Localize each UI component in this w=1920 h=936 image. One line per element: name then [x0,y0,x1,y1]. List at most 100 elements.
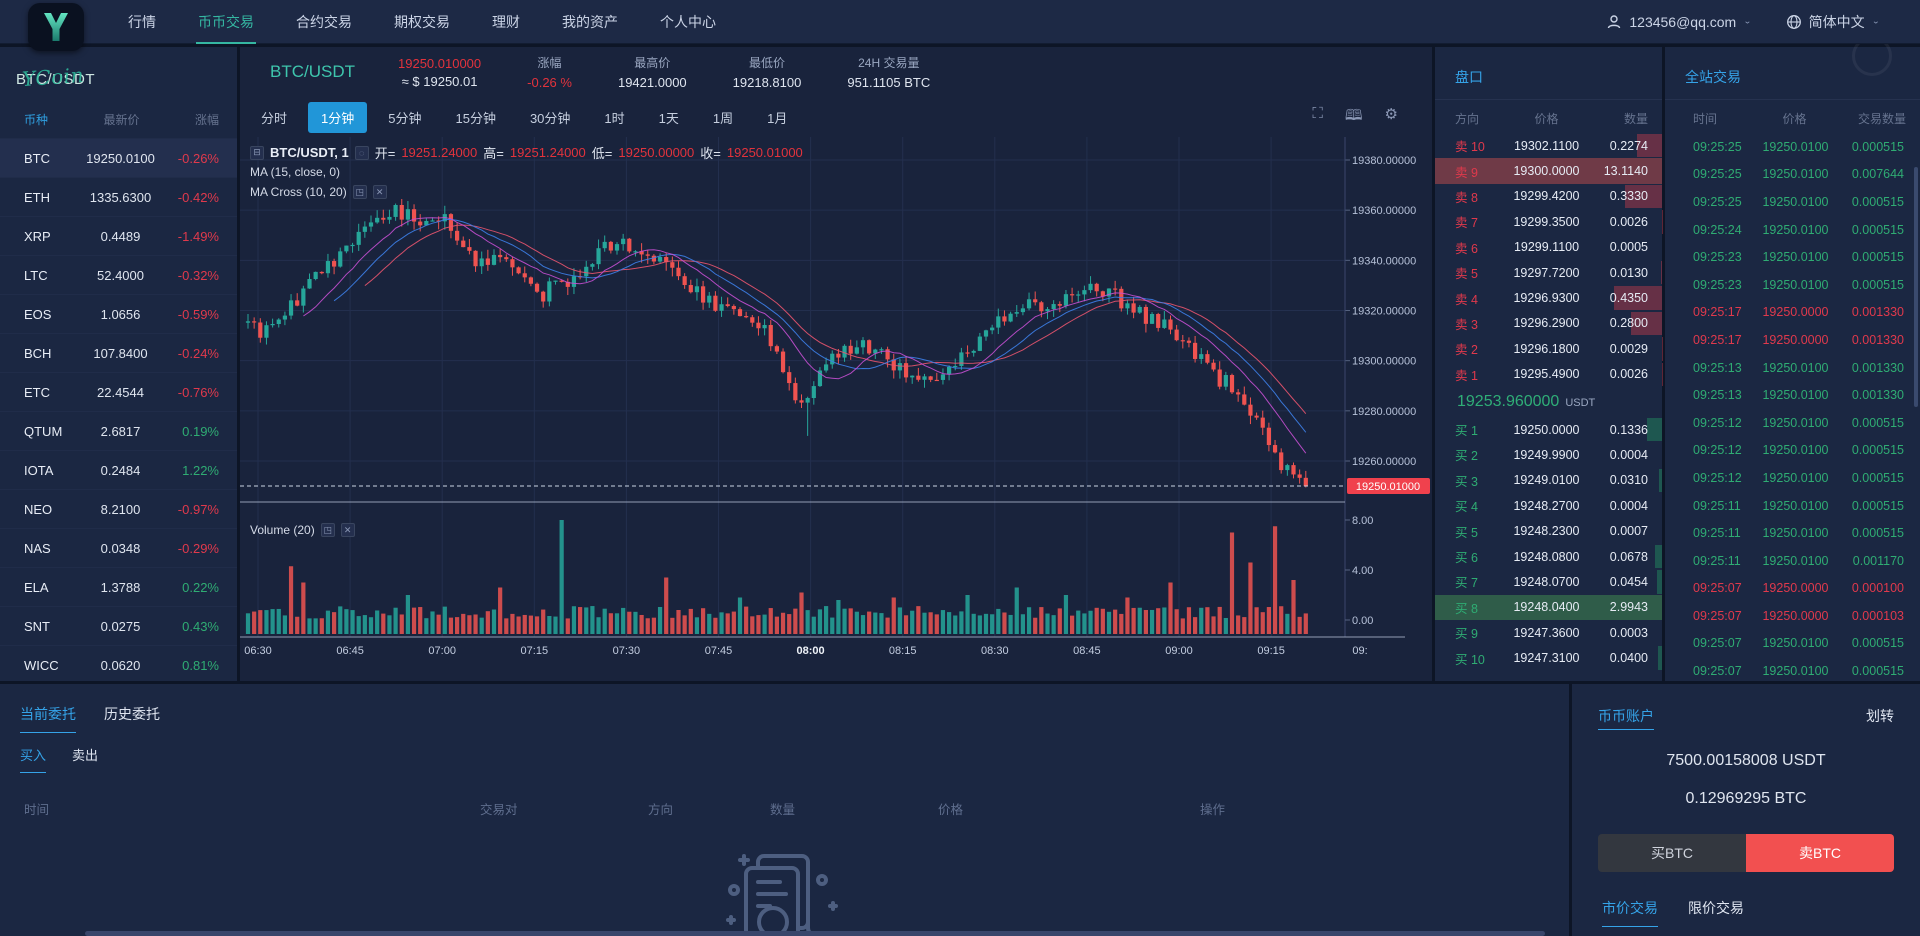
coin-row[interactable]: BCH 107.8400 -0.24% [0,333,237,372]
nav-item-期权交易[interactable]: 期权交易 [394,13,450,30]
mid-price: 19253.960000 USDT [1435,387,1662,417]
ask-row[interactable]: 卖 6 19299.1100 0.0005 [1435,235,1662,260]
ask-row[interactable]: 卖 4 19296.9300 0.4350 [1435,285,1662,310]
price-value: 19248.0800 [1513,549,1580,564]
horizontal-scrollbar[interactable] [85,931,1545,936]
col-symbol[interactable]: 币种 [24,113,49,127]
main-menu: 行情 币币交易 合约交易 期权交易 理财 我的资产 个人中心 [126,0,718,44]
coin-price: 0.0275 [100,618,141,634]
coin-change: 0.22% [182,579,219,595]
timeframe-1周[interactable]: 1周 [712,110,734,126]
bid-row[interactable]: 买 3 19249.0100 0.0310 [1435,468,1662,493]
coin-price: 0.4489 [100,228,141,244]
timeframe-5分钟[interactable]: 5分钟 [388,110,422,126]
price-value: 19300.0000 [1513,164,1580,179]
bid-row[interactable]: 买 8 19248.0400 2.9943 [1435,594,1662,621]
stat-value: -0.26 % [527,75,572,90]
coin-row[interactable]: ELA 1.3788 0.22% [0,567,237,606]
timeframe-1月[interactable]: 1月 [767,110,788,126]
indicator-icon[interactable]: 🕮 [1344,106,1363,124]
tab-历史委托[interactable]: 历史委托 [104,706,160,722]
coin-row[interactable]: BTC 19250.0100 -0.26% [0,138,237,177]
col-change[interactable]: 涨幅 [194,113,219,127]
bid-row[interactable]: 买 5 19248.2300 0.0007 [1435,518,1662,543]
buy-btc-button[interactable]: 买BTC [1598,834,1746,872]
ask-row[interactable]: 卖 10 19302.1100 0.2274 [1435,133,1662,158]
bid-row[interactable]: 买 7 19248.0700 0.0454 [1435,569,1662,594]
nav-item-币币交易[interactable]: 币币交易 [196,0,256,44]
site-logo[interactable] [28,2,84,51]
account-menu[interactable]: 123456@qq.com ⌄ [1606,14,1752,30]
nav-item-理财[interactable]: 理财 [492,13,520,30]
settings-gear-icon[interactable]: ⚙ [1384,105,1398,123]
subtab-卖出[interactable]: 卖出 [72,748,99,763]
account-tab-限价交易[interactable]: 限价交易 [1688,900,1744,916]
price-value: 19249.0100 [1513,473,1580,488]
timeframe-1时[interactable]: 1时 [604,110,625,126]
coin-row[interactable]: NEO 8.2100 -0.97% [0,489,237,528]
bid-row[interactable]: 买 10 19247.3100 0.0400 [1435,645,1662,670]
coin-price: 0.0620 [100,657,141,673]
ask-row[interactable]: 卖 7 19299.3500 0.0026 [1435,209,1662,234]
bid-row[interactable]: 买 4 19248.2700 0.0004 [1435,493,1662,518]
ask-row[interactable]: 卖 3 19296.2900 0.2800 [1435,311,1662,336]
orders-tabs: 当前委托 历史委托 [0,684,1569,733]
bid-row[interactable]: 买 9 19247.3600 0.0003 [1435,620,1662,645]
svg-text:06:45: 06:45 [336,645,364,657]
timeframe-1分钟[interactable]: 1分钟 [308,101,368,133]
direction-label: 卖 9 [1455,165,1478,180]
ask-row[interactable]: 卖 9 19300.0000 13.1140 [1435,158,1662,184]
timeframe-15分钟[interactable]: 15分钟 [455,110,496,126]
qty-value: 0.0026 [1609,214,1648,229]
trade-price: 19250.0100 [1762,167,1829,182]
candlestick-chart[interactable]: ⊟ BTC/USDT, 1 ◌ 开= 19251.24000 高= 19251.24… [240,137,1432,675]
coin-row[interactable]: NAS 0.0348 -0.29% [0,528,237,567]
coin-row[interactable]: EOS 1.0656 -0.59% [0,294,237,333]
ask-row[interactable]: 卖 8 19299.4200 0.3330 [1435,184,1662,209]
trade-row: 09:25:11 19250.0100 0.001170 [1665,547,1920,575]
language-menu[interactable]: 简体中文 ⌄ [1786,12,1880,32]
trade-time: 09:25:23 [1693,250,1742,265]
timeframe-1天[interactable]: 1天 [658,110,679,126]
transfer-link[interactable]: 划转 [1866,708,1894,724]
fullscreen-icon[interactable]: ⛶ [1312,104,1323,122]
col-last-price[interactable]: 最新价 [103,113,140,127]
price-value: 19249.9900 [1513,447,1580,462]
stat-value: 951.1105 BTC [847,75,931,90]
coin-row[interactable]: ETH 1335.6300 -0.42% [0,177,237,216]
bid-row[interactable]: 买 2 19249.9900 0.0004 [1435,442,1662,467]
timeframe-30分钟[interactable]: 30分钟 [529,110,571,126]
depth-bar [1625,184,1662,209]
qty-value: 0.0007 [1609,524,1648,539]
nav-item-行情[interactable]: 行情 [128,13,156,30]
nav-item-我的资产[interactable]: 我的资产 [562,13,618,30]
subtab-买入[interactable]: 买入 [20,745,47,773]
tab-当前委托[interactable]: 当前委托 [20,704,76,733]
scrollbar[interactable] [1914,167,1918,407]
nav-item-合约交易[interactable]: 合约交易 [296,13,352,30]
coin-price: 107.8400 [93,345,148,361]
coin-row[interactable]: WICC 0.0620 0.81% [0,645,237,681]
nav-item-个人中心[interactable]: 个人中心 [660,13,716,30]
trade-qty: 0.000515 [1851,498,1904,513]
depth-bar [1637,134,1662,158]
bid-row[interactable]: 买 6 19248.0800 0.0678 [1435,544,1662,569]
trade-time: 09:25:11 [1693,498,1741,513]
sell-btc-button[interactable]: 卖BTC [1746,834,1894,872]
ask-row[interactable]: 卖 5 19297.7200 0.0130 [1435,260,1662,285]
coin-row[interactable]: SNT 0.0275 0.43% [0,606,237,645]
price-value: 19296.2900 [1513,316,1580,331]
coin-row[interactable]: QTUM 2.6817 0.19% [0,411,237,450]
timeframe-分时[interactable]: 分时 [261,110,288,126]
ask-row[interactable]: 卖 1 19295.4900 0.0026 [1435,362,1662,387]
coin-row[interactable]: ETC 22.4544 -0.76% [0,372,237,411]
depth-bar [1647,417,1662,442]
ask-row[interactable]: 卖 2 19296.1800 0.0029 [1435,336,1662,361]
coin-row[interactable]: LTC 52.4000 -0.32% [0,255,237,294]
account-type-link[interactable]: 币币账户 [1598,706,1654,730]
coin-row[interactable]: XRP 0.4489 -1.49% [0,216,237,255]
coin-row[interactable]: IOTA 0.2484 1.22% [0,450,237,489]
trade-time: 09:25:07 [1693,608,1742,623]
account-tab-市价交易[interactable]: 市价交易 [1602,898,1658,927]
bid-row[interactable]: 买 1 19250.0000 0.1336 [1435,417,1662,442]
